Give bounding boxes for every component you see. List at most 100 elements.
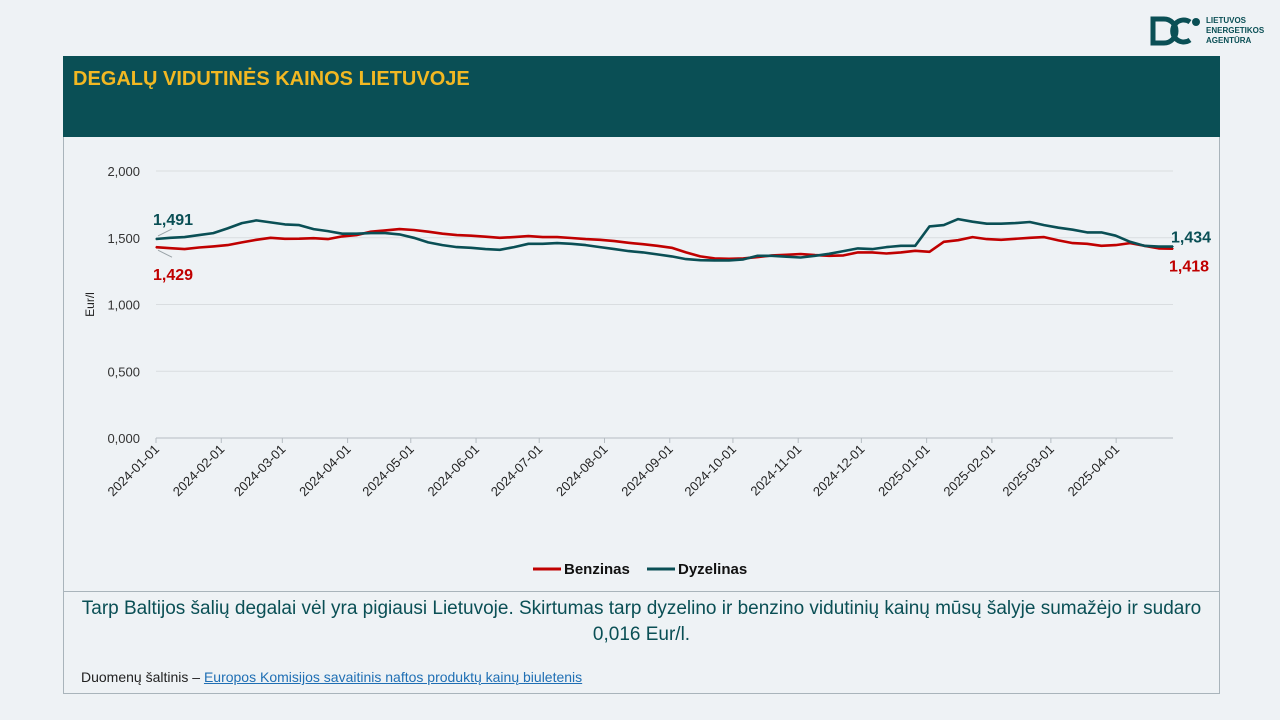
data-point-dyzelinas xyxy=(756,255,759,257)
data-point-benzinas xyxy=(570,237,573,239)
leader-line xyxy=(157,228,173,237)
source-prefix: Duomenų šaltinis – xyxy=(81,669,204,685)
data-point-benzinas xyxy=(842,254,845,257)
divider xyxy=(63,591,1220,592)
data-point-dyzelinas xyxy=(842,250,845,252)
data-point-dyzelinas xyxy=(1100,231,1103,234)
data-point-dyzelinas xyxy=(1043,224,1045,226)
data-point-dyzelinas xyxy=(513,246,515,248)
data-point-dyzelinas xyxy=(828,253,830,255)
data-point-benzinas xyxy=(155,246,157,248)
agency-logo: LIETUVOS ENERGETIKOS AGENTŪRA xyxy=(1150,16,1264,46)
data-point-benzinas xyxy=(1029,237,1031,239)
x-tick-label: 2024-01-01 xyxy=(104,442,162,500)
x-tick-label: 2025-02-01 xyxy=(940,442,998,500)
data-point-benzinas xyxy=(628,242,630,244)
legend-label-benzinas: Benzinas xyxy=(564,561,630,578)
data-point-dyzelinas xyxy=(613,248,616,250)
data-point-benzinas xyxy=(656,245,658,247)
data-point-benzinas xyxy=(1072,242,1074,244)
logo-line-1: LIETUVOS xyxy=(1206,16,1247,25)
data-point-benzinas xyxy=(527,235,530,237)
data-point-dyzelinas xyxy=(742,258,744,261)
x-tick-label: 2024-07-01 xyxy=(488,442,546,500)
data-point-dyzelinas xyxy=(1057,227,1060,229)
data-point-benzinas xyxy=(1014,238,1017,240)
data-point-dyzelinas xyxy=(556,242,558,244)
data-point-benzinas xyxy=(1172,248,1174,250)
data-point-dyzelinas xyxy=(183,236,186,238)
x-tick-label: 2024-03-01 xyxy=(231,442,289,500)
data-point-dyzelinas xyxy=(713,259,716,262)
page-title: DEGALŲ VIDUTINĖS KAINOS LIETUVOJE xyxy=(73,68,470,90)
x-tick-label: 2025-04-01 xyxy=(1065,442,1123,500)
data-point-dyzelinas xyxy=(341,233,343,235)
y-tick-label: 0,000 xyxy=(107,431,140,446)
data-point-benzinas xyxy=(799,253,802,255)
data-point-dyzelinas xyxy=(914,245,916,247)
series-line-dyzelinas xyxy=(155,217,1173,262)
data-point-dyzelinas xyxy=(169,237,171,239)
y-tick-label: 2,000 xyxy=(107,164,140,179)
data-point-dyzelinas xyxy=(1143,245,1146,247)
data-point-benzinas xyxy=(298,238,300,240)
data-point-benzinas xyxy=(685,251,687,254)
data-point-dyzelinas xyxy=(355,233,358,235)
y-tick-label: 0,500 xyxy=(107,364,140,379)
data-point-benzinas xyxy=(384,229,386,232)
data-point-benzinas xyxy=(857,251,859,254)
data-point-dyzelinas xyxy=(1172,245,1174,248)
data-point-benzinas xyxy=(1043,236,1045,238)
data-point-benzinas xyxy=(713,257,716,260)
data-point-dyzelinas xyxy=(1014,222,1017,224)
data-point-benzinas xyxy=(671,247,673,249)
data-point-dyzelinas xyxy=(413,237,415,239)
title-banner: DEGALŲ VIDUTINĖS KAINOS LIETUVOJE xyxy=(63,56,1220,137)
x-tick-label: 2024-06-01 xyxy=(425,442,483,500)
data-point-benzinas xyxy=(1000,239,1002,241)
data-label-benzinas-start: 1,429 xyxy=(153,267,193,284)
content-frame xyxy=(63,56,1220,694)
data-point-dyzelinas xyxy=(1115,235,1117,237)
data-point-benzinas xyxy=(513,236,515,238)
data-point-dyzelinas xyxy=(699,259,701,261)
data-point-benzinas xyxy=(212,245,214,248)
y-axis-label: Eur/l xyxy=(83,292,97,317)
data-point-dyzelinas xyxy=(327,230,329,232)
data-point-dyzelinas xyxy=(456,246,458,248)
data-point-benzinas xyxy=(470,235,472,237)
data-point-benzinas xyxy=(1158,247,1160,250)
data-point-benzinas xyxy=(613,240,616,242)
data-point-dyzelinas xyxy=(656,253,658,256)
x-tick-label: 2025-03-01 xyxy=(999,442,1057,500)
data-point-dyzelinas xyxy=(370,232,372,234)
data-point-dyzelinas xyxy=(900,245,902,247)
data-label-dyzelinas-start: 1,491 xyxy=(153,212,193,229)
data-point-dyzelinas xyxy=(312,228,315,230)
legend-label-dyzelinas: Dyzelinas xyxy=(678,561,747,578)
data-point-benzinas xyxy=(900,251,902,254)
data-point-dyzelinas xyxy=(241,222,243,224)
data-point-dyzelinas xyxy=(986,223,988,225)
data-point-benzinas xyxy=(327,238,329,240)
x-tick-label: 2024-09-01 xyxy=(618,442,676,500)
data-point-dyzelinas xyxy=(198,234,200,236)
data-point-dyzelinas xyxy=(599,246,601,248)
data-point-dyzelinas xyxy=(928,225,931,228)
data-point-benzinas xyxy=(699,255,701,258)
data-point-benzinas xyxy=(885,252,888,255)
data-point-benzinas xyxy=(241,241,243,244)
x-tick-label: 2024-10-01 xyxy=(681,442,739,500)
logo-line-3: AGENTŪRA xyxy=(1206,36,1252,45)
source-link[interactable]: Europos Komisijos savaitinis naftos prod… xyxy=(203,669,583,685)
data-point-dyzelinas xyxy=(871,248,873,250)
y-tick-label: 1,500 xyxy=(107,231,140,246)
summary-text: Tarp Baltijos šalių degalai vėl yra pigi… xyxy=(81,598,1202,645)
data-point-benzinas xyxy=(484,236,487,238)
data-point-dyzelinas xyxy=(441,244,444,246)
x-tick-label: 2024-04-01 xyxy=(296,442,354,500)
data-point-benzinas xyxy=(928,251,931,253)
data-point-dyzelinas xyxy=(398,233,401,236)
data-point-dyzelinas xyxy=(1158,245,1160,248)
data-point-benzinas xyxy=(871,251,873,254)
